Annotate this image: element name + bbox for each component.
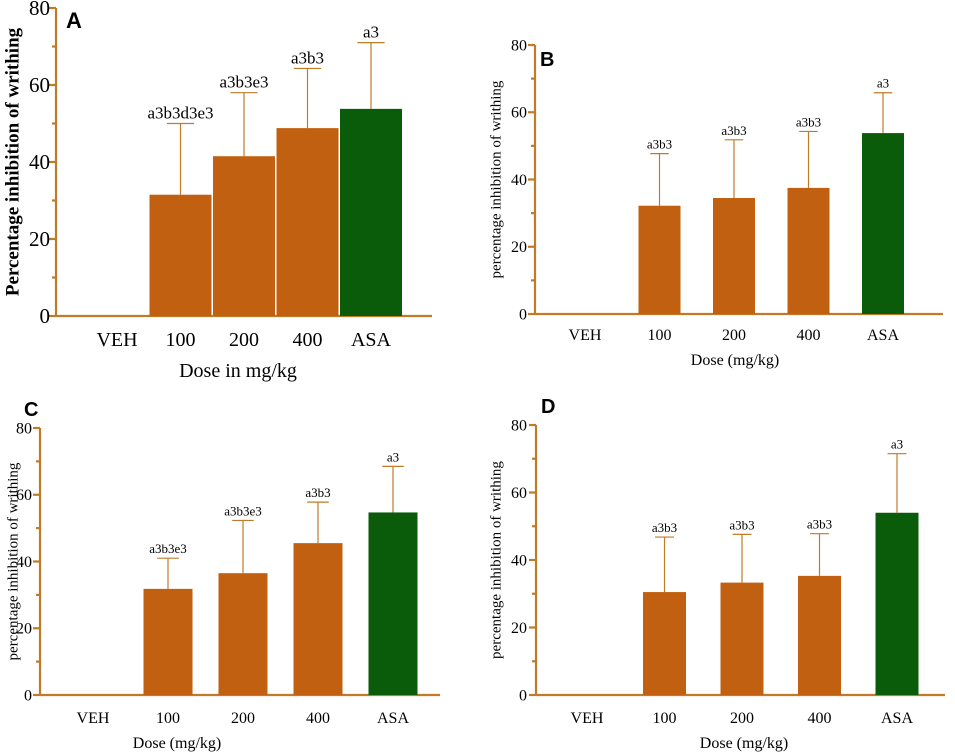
x-tick-label: 400 (808, 710, 832, 727)
x-tick-label: 200 (229, 329, 259, 351)
significance-label: a3b3 (291, 48, 324, 67)
y-tick-label: 40 (29, 150, 50, 174)
bar-100 (638, 205, 681, 314)
y-tick-label: 20 (29, 227, 50, 251)
y-axis-label: percentage inhibition of writhing (488, 80, 504, 278)
x-tick-label: 100 (166, 329, 196, 351)
x-tick-label: VEH (571, 710, 604, 727)
significance-label: a3 (387, 449, 399, 464)
y-tick-label: 40 (511, 552, 527, 569)
x-tick-label: 200 (722, 327, 746, 344)
panel-d: 0 20 40 60 80 percentage inhibition of writhi… (488, 396, 945, 752)
y-tick-label: 60 (29, 73, 50, 97)
y-tick-label: 60 (16, 487, 32, 504)
bar-200 (713, 197, 755, 314)
y-tick-label: 80 (16, 420, 32, 437)
bar-400 (293, 543, 343, 695)
x-tick-label: ASA (351, 329, 392, 351)
significance-label: a3b3e3 (149, 541, 187, 556)
panel-letter: C (24, 399, 38, 421)
x-tick-label: 100 (653, 710, 677, 727)
x-tick-label: ASA (377, 710, 409, 727)
x-tick-label: VEH (77, 710, 110, 727)
panel-letter: A (66, 8, 82, 33)
bar-asa (875, 512, 919, 695)
y-axis-label: percentage inhibition of writhing (5, 462, 21, 660)
bar-asa (340, 108, 402, 317)
panel-letter: B (540, 49, 554, 71)
bar-100 (143, 588, 193, 695)
y-tick-label: 60 (511, 105, 527, 122)
y-tick-label: 20 (511, 620, 527, 637)
x-tick-label: 100 (156, 710, 180, 727)
bar-100 (643, 592, 686, 695)
y-tick-label: 20 (511, 239, 527, 256)
x-tick-label: ASA (881, 710, 913, 727)
x-axis-label: Dose (mg/kg) (133, 735, 221, 752)
x-tick-label: ASA (867, 327, 899, 344)
x-tick-label: 100 (648, 327, 672, 344)
y-tick-label: 20 (16, 621, 32, 638)
x-tick-label: 400 (306, 710, 330, 727)
x-tick-label: VEH (569, 327, 602, 344)
significance-label: a3b3 (652, 520, 677, 535)
y-tick-label: 0 (40, 304, 51, 328)
significance-label: a3b3 (647, 137, 672, 152)
y-tick-label: 40 (511, 172, 527, 189)
panel-b: 0 20 40 60 80 percentage inhibition of writhi… (488, 37, 943, 369)
significance-label: a3 (877, 76, 889, 91)
x-tick-label: VEH (96, 329, 137, 351)
significance-label: a3 (891, 437, 903, 452)
x-axis-label: Dose (mg/kg) (691, 352, 779, 369)
bar-200 (720, 582, 764, 695)
panel-letter: D (541, 396, 555, 418)
y-axis-label: percentage inhibition of writhing (488, 461, 504, 659)
y-tick-label: 60 (511, 485, 527, 502)
panel-c: 0 20 40 60 80 percentage inhibition of writhi… (5, 399, 440, 752)
significance-label: a3b3 (729, 517, 754, 532)
bar-100 (149, 194, 212, 316)
significance-label: a3b3d3e3 (147, 104, 213, 123)
x-tick-label: 400 (293, 329, 323, 351)
panel-a: 0 20 40 60 80 Percentage inhibition of writhi… (2, 0, 432, 382)
y-tick-label: 0 (24, 687, 32, 704)
significance-label: a3b3 (721, 123, 746, 138)
x-tick-label: 200 (231, 710, 255, 727)
bar-200 (218, 573, 268, 695)
y-tick-label: 80 (511, 417, 527, 434)
x-axis-label: Dose in mg/kg (179, 360, 297, 382)
x-tick-label: 200 (730, 710, 754, 727)
significance-label: a3b3e3 (224, 503, 262, 518)
significance-label: a3b3 (796, 114, 821, 129)
bar-asa (862, 133, 904, 314)
bar-400 (787, 187, 830, 314)
y-tick-label: 0 (519, 687, 527, 704)
y-tick-label: 80 (29, 0, 50, 20)
significance-label: a3 (363, 23, 379, 42)
significance-label: a3b3e3 (219, 73, 268, 92)
significance-label: a3b3 (807, 517, 832, 532)
y-tick-label: 40 (16, 554, 32, 571)
y-axis-label: Percentage inhibition of writhing (2, 27, 23, 296)
bar-asa (368, 512, 418, 695)
bar-400 (276, 128, 339, 316)
y-tick-label: 0 (519, 306, 527, 323)
bar-200 (213, 156, 275, 316)
y-tick-label: 80 (511, 37, 527, 54)
significance-label: a3b3 (305, 485, 330, 500)
x-axis-label: Dose (mg/kg) (700, 735, 788, 752)
bar-400 (798, 575, 841, 695)
x-tick-label: 400 (797, 327, 821, 344)
